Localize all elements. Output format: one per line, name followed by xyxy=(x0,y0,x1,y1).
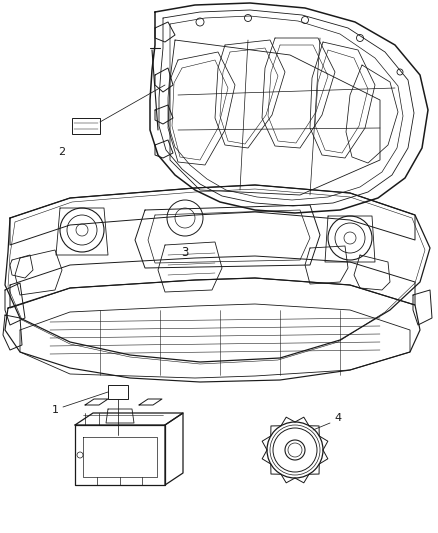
Bar xyxy=(108,385,128,399)
Text: 2: 2 xyxy=(58,147,66,157)
Bar xyxy=(72,118,100,134)
Text: 1: 1 xyxy=(52,405,59,415)
Text: 3: 3 xyxy=(181,246,189,260)
Text: 4: 4 xyxy=(335,413,342,423)
